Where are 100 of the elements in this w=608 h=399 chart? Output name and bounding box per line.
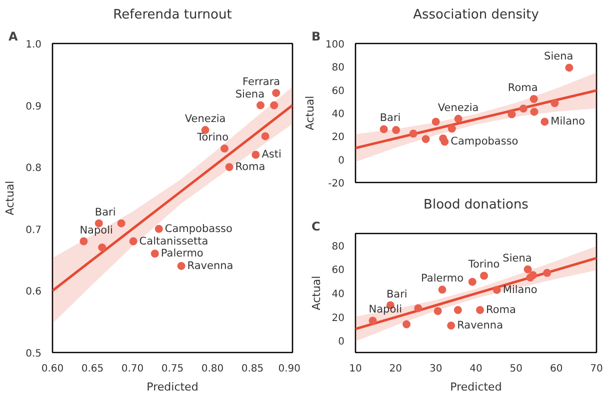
point: [80, 237, 88, 246]
point: [492, 286, 501, 294]
x-tick-label: 0.65: [81, 364, 104, 374]
point: [414, 304, 422, 312]
x-tick-label: 10: [349, 364, 362, 374]
x-tick-label: 70: [590, 364, 603, 374]
x-tick-label: 0.90: [278, 364, 300, 374]
y-tick-label: 80: [332, 62, 345, 74]
y-tick-label: 0.6: [26, 286, 42, 298]
x-tick-label: 0.60: [41, 364, 64, 374]
y-tick-label: -20: [328, 178, 345, 190]
point: [380, 125, 388, 134]
point: [409, 130, 418, 138]
x-axis-title: Predicted: [146, 380, 198, 394]
y-tick-label: 40: [332, 109, 345, 120]
point: [129, 237, 138, 246]
y-tick-label: 60: [332, 265, 345, 276]
y-tick-label: 0: [338, 155, 345, 166]
annotation: Torino: [467, 258, 500, 271]
y-tick-label: 1.0: [26, 40, 42, 50]
annotation: Siena: [235, 88, 265, 100]
y-tick-label: 0.9: [26, 101, 42, 112]
point: [454, 114, 462, 123]
y-tick-label: 0.8: [26, 163, 42, 174]
point: [272, 88, 280, 97]
chart-title: Referenda turnout: [113, 8, 232, 22]
x-tick-label: 30: [429, 364, 442, 374]
x-tick-label: 50: [510, 364, 523, 374]
point: [252, 150, 260, 159]
point: [154, 224, 163, 233]
y-tick-label: 0.7: [26, 224, 42, 236]
text: B: [312, 30, 321, 44]
annotation: Campobasso: [450, 136, 518, 148]
annotation: Siena: [502, 252, 532, 264]
annotation: Ferrara: [242, 76, 280, 88]
y-tick-label: 20: [332, 312, 345, 324]
point: [256, 101, 264, 110]
chart-title: Blood donations: [424, 198, 529, 212]
point: [565, 64, 574, 72]
point: [476, 306, 484, 314]
annotation: Milano: [502, 284, 538, 296]
point: [261, 132, 270, 140]
point: [225, 163, 234, 172]
y-tick-label: 20: [332, 132, 345, 144]
point: [529, 271, 538, 280]
point: [508, 110, 516, 118]
point: [543, 268, 552, 277]
y-tick-label: 0: [338, 336, 345, 348]
point: [550, 99, 559, 108]
annotation: Venezia: [184, 113, 226, 126]
annotation: Torino: [196, 132, 229, 144]
annotation: Roma: [508, 82, 538, 94]
point: [434, 307, 442, 316]
point: [422, 135, 430, 144]
annotation: Roma: [235, 161, 266, 174]
y-tick-label: 0.5: [26, 348, 42, 360]
point: [402, 320, 411, 328]
point: [448, 124, 456, 133]
point: [220, 144, 228, 153]
y-tick-label: 60: [332, 86, 345, 97]
y-axis-title: Actual: [310, 276, 323, 310]
annotation: Napoli: [80, 224, 113, 236]
annotation: Bari: [380, 112, 401, 124]
point: [392, 126, 400, 134]
annotation: Ravenna: [187, 260, 234, 272]
x-tick-label: 40: [470, 364, 482, 374]
point: [368, 316, 377, 325]
x-axis-title: Predicted: [450, 380, 502, 394]
annotation: Caltanissetta: [139, 235, 208, 248]
point: [480, 272, 488, 280]
annotation: Bari: [386, 288, 408, 300]
point: [530, 108, 538, 116]
point: [519, 104, 528, 113]
x-tick-label: 0.80: [201, 364, 224, 374]
y-tick-label: 40: [332, 289, 345, 300]
y-axis-title: Actual: [4, 180, 17, 216]
annotation: Napoli: [368, 304, 402, 316]
point: [468, 278, 476, 286]
point: [270, 101, 278, 110]
point: [177, 262, 186, 270]
annotation: Palermo: [421, 272, 464, 285]
text: A: [8, 30, 18, 44]
annotation: Roma: [486, 304, 516, 316]
annotation: Campobasso: [164, 222, 232, 235]
x-tick-label: 20: [389, 364, 402, 374]
point: [117, 219, 126, 228]
point: [438, 286, 446, 294]
point: [540, 118, 549, 126]
x-tick-label: 0.75: [161, 364, 184, 374]
annotation: Palermo: [160, 248, 204, 260]
annotation: Bari: [94, 206, 116, 218]
line-series: [52, 104, 292, 292]
point: [432, 118, 440, 126]
x-tick-label: 0.85: [241, 364, 264, 374]
y-axis-title: Actual: [303, 96, 316, 130]
point: [440, 138, 449, 146]
point: [530, 94, 538, 103]
x-tick-label: 60: [550, 364, 563, 374]
y-tick-label: 80: [332, 241, 345, 252]
annotation: Venezia: [438, 102, 479, 114]
